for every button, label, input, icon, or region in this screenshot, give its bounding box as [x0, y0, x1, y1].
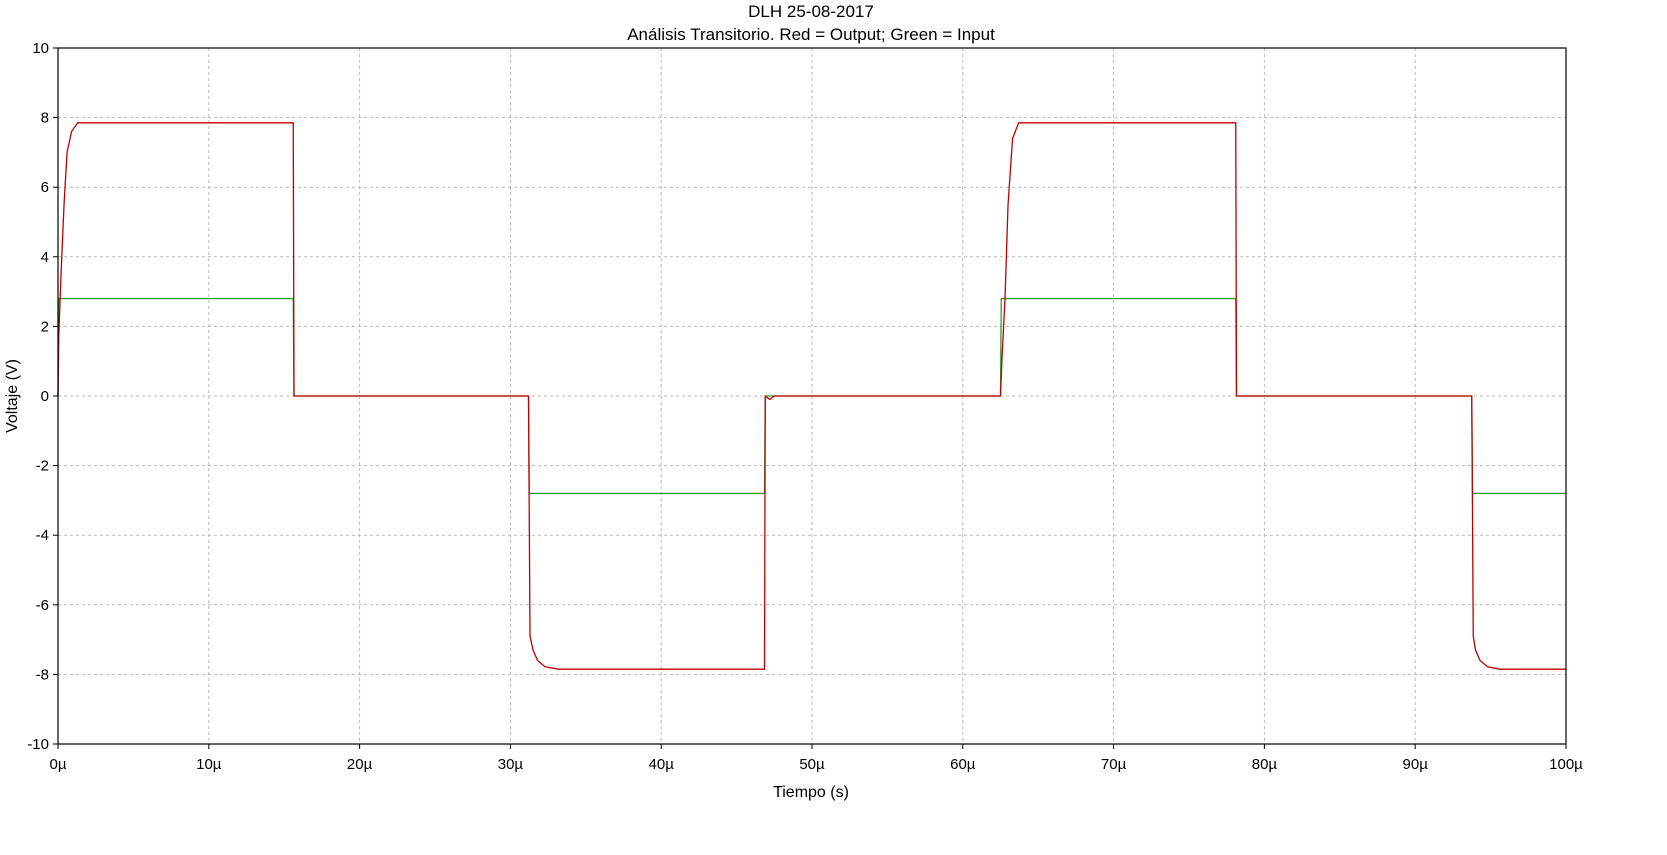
series-group [57, 122, 1566, 670]
y-tick-label: -6 [36, 597, 49, 614]
y-tick-label: 4 [41, 249, 49, 266]
x-tick-label: 100µ [1549, 756, 1583, 773]
x-tick-label: 0µ [50, 756, 67, 773]
x-axis-ticks: 0µ 10µ 20µ 30µ 40µ 50µ 60µ 70µ 80µ 90µ 100µ [50, 744, 1583, 773]
output-series-line [57, 122, 1566, 670]
chart-subtitle: Análisis Transitorio. Red = Output; Gree… [627, 25, 995, 44]
y-tick-label: 0 [41, 388, 49, 405]
x-tick-label: 50µ [799, 756, 825, 773]
x-axis-label: Tiempo (s) [773, 784, 849, 801]
chart-title: DLH 25-08-2017 [748, 2, 874, 21]
x-tick-label: 60µ [950, 756, 976, 773]
y-tick-label: -4 [36, 527, 49, 544]
y-tick-label: -10 [27, 736, 49, 753]
y-tick-label: 10 [32, 40, 49, 57]
y-tick-label: 2 [41, 318, 49, 335]
y-tick-label: 8 [41, 110, 49, 127]
y-tick-label: -8 [36, 666, 49, 683]
x-tick-label: 20µ [347, 756, 373, 773]
x-tick-label: 30µ [498, 756, 524, 773]
x-tick-label: 90µ [1403, 756, 1429, 773]
x-tick-label: 80µ [1252, 756, 1278, 773]
y-axis-ticks: 10 8 6 4 2 0 -2 -4 -6 -8 -10 [27, 40, 58, 753]
y-tick-label: 6 [41, 179, 49, 196]
x-tick-label: 40µ [649, 756, 675, 773]
x-tick-label: 10µ [196, 756, 222, 773]
x-tick-label: 70µ [1101, 756, 1127, 773]
y-axis-label: Voltaje (V) [4, 359, 21, 433]
y-tick-label: -2 [36, 458, 49, 475]
